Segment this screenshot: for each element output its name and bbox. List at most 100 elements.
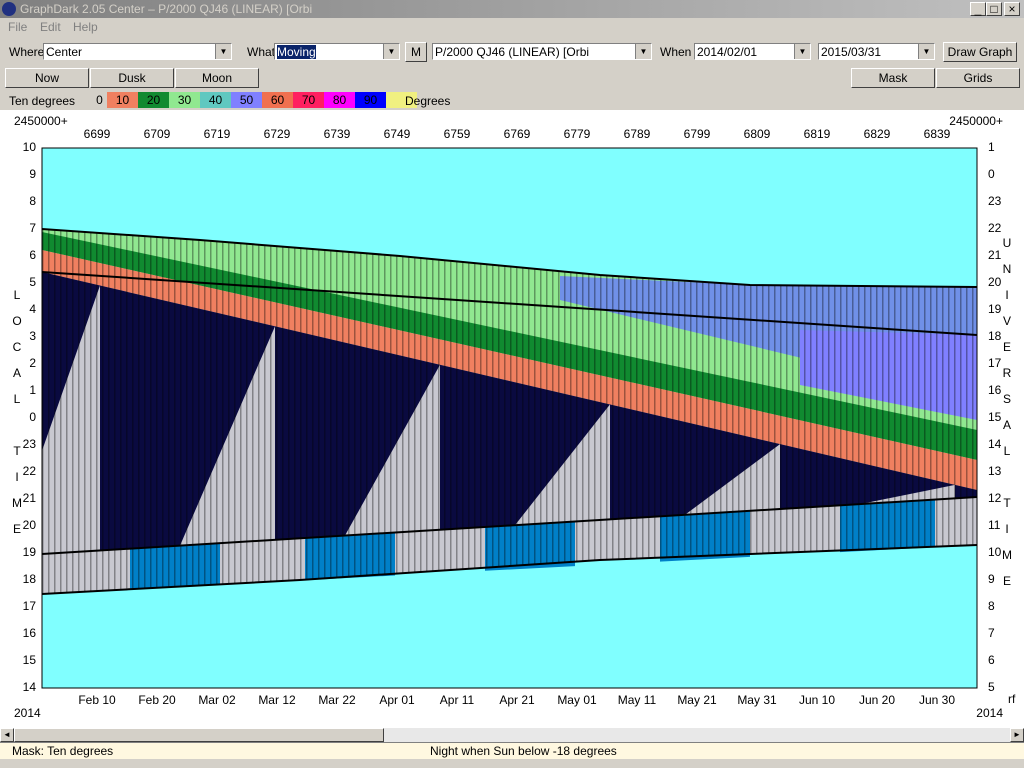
date-tick-label: Feb 20: [138, 693, 176, 707]
grids-button[interactable]: Grids: [936, 68, 1020, 88]
jd-tick-label: 6759: [444, 127, 471, 141]
local-tick-label: 10: [23, 140, 37, 154]
ut-tick-label: 17: [988, 356, 1002, 370]
jd-tick-label: 6829: [864, 127, 891, 141]
local-time-label: LOCAL TIME: [10, 288, 24, 548]
legend-label: 90: [363, 93, 378, 107]
what-value: Moving: [277, 45, 316, 59]
dusk-button[interactable]: Dusk: [90, 68, 174, 88]
local-tick-label: 6: [29, 248, 36, 262]
now-button[interactable]: Now: [5, 68, 89, 88]
local-tick-label: 1: [29, 383, 36, 397]
legend-label: 60: [270, 93, 285, 107]
m-button[interactable]: M: [405, 42, 427, 62]
local-tick-label: 9: [29, 167, 36, 181]
sunset-line: [42, 228, 977, 288]
menu-item[interactable]: File: [8, 20, 28, 34]
legend-label: 70: [301, 93, 316, 107]
where-select[interactable]: Center ▼: [43, 43, 232, 60]
ut-tick-label: 14: [988, 437, 1002, 451]
local-tick-label: 22: [23, 464, 37, 478]
date-tick-label: Mar 12: [258, 693, 296, 707]
scroll-left[interactable]: ◄: [0, 728, 14, 742]
minimize[interactable]: _: [970, 2, 986, 16]
dropdown-arrow: ▼: [918, 44, 934, 59]
local-tick-label: 20: [23, 518, 37, 532]
menu-bar: File Edit Help: [0, 18, 1024, 36]
date-tick-label: Apr 11: [440, 693, 475, 707]
scroll-thumb[interactable]: [14, 728, 384, 742]
jd-tick-label: 6719: [204, 127, 231, 141]
local-tick-label: 15: [23, 653, 37, 667]
year-label: 2014: [976, 706, 1003, 720]
scrollbar[interactable]: ◄ ►: [0, 728, 1024, 742]
start-date[interactable]: 2014/02/01 ▼: [694, 43, 811, 60]
date-tick-label: May 11: [618, 693, 657, 707]
local-tick-label: 21: [23, 491, 37, 505]
date-tick-label: Apr 21: [499, 693, 535, 707]
jd-tick-label: 6839: [924, 127, 951, 141]
ut-tick-label: 0: [988, 167, 995, 181]
object-select[interactable]: P/2000 QJ46 (LINEAR) [Orbi ▼: [432, 43, 652, 60]
mask-button[interactable]: Mask: [851, 68, 935, 88]
date-tick-label: May 01: [557, 693, 597, 707]
moon-button[interactable]: Moon: [175, 68, 259, 88]
status-night: Night when Sun below -18 degrees: [430, 744, 617, 758]
draw-graph-button[interactable]: Draw Graph: [943, 42, 1017, 62]
legend-swatch: 10: [107, 92, 138, 108]
local-tick-label: 3: [29, 329, 36, 343]
ut-tick-label: 20: [988, 275, 1002, 289]
jd-tick-label: 6819: [804, 127, 831, 141]
legend-label: 10: [115, 93, 130, 107]
object-value: P/2000 QJ46 (LINEAR) [Orbi: [435, 45, 590, 59]
date-tick-label: Apr 01: [379, 693, 415, 707]
status-mask: Mask: Ten degrees: [12, 744, 114, 758]
ut-tick-label: 11: [988, 518, 1001, 532]
ut-tick-label: 19: [988, 302, 1002, 316]
ut-tick-label: 22: [988, 221, 1002, 235]
legend-label: 30: [177, 93, 192, 107]
legend-swatch: 70: [293, 92, 324, 108]
legend-swatch: [386, 92, 417, 108]
jd-tick-label: 6769: [504, 127, 531, 141]
local-tick-label: 2: [29, 356, 36, 370]
date-tick-label: Jun 30: [919, 693, 955, 707]
ut-tick-label: 10: [988, 545, 1002, 559]
what-select[interactable]: Moving ▼: [274, 43, 400, 60]
jd-tick-label: 6729: [264, 127, 291, 141]
close[interactable]: ×: [1004, 2, 1020, 16]
graph: 2450000+ 2450000+ 2014 2014 rf 6699 6709 6…: [14, 114, 1016, 720]
dusk-line: [42, 271, 977, 336]
legend-unit: Degrees: [405, 94, 451, 108]
legend-label: 80: [332, 93, 347, 107]
where-label: Where: [9, 45, 45, 59]
status-bar: Mask: Ten degrees Night when Sun below -…: [0, 742, 1024, 759]
jd-prefix: 2450000+: [949, 114, 1003, 128]
legend-label: 0: [96, 93, 103, 107]
dawn-line: [42, 496, 977, 555]
local-tick-label: 0: [29, 410, 36, 424]
local-tick-label: 18: [23, 572, 37, 586]
dropdown-arrow: ▼: [635, 44, 651, 59]
ut-tick-label: 15: [988, 410, 1002, 424]
plot: [42, 148, 977, 688]
legend-swatch: 90: [355, 92, 386, 108]
menu-item[interactable]: Help: [73, 20, 98, 34]
menu-item[interactable]: Edit: [40, 20, 61, 34]
jd-tick-label: 6779: [564, 127, 591, 141]
local-tick-label: 4: [29, 302, 36, 316]
jd-prefix: 2450000+: [14, 114, 68, 128]
legend-swatch: 60: [262, 92, 293, 108]
when-label: When: [660, 45, 692, 59]
scroll-right[interactable]: ►: [1010, 728, 1024, 742]
legend-label: 50: [239, 93, 254, 107]
date-tick-label: Jun 10: [799, 693, 835, 707]
maximize[interactable]: □: [986, 2, 1002, 16]
end-date[interactable]: 2015/03/31 ▼: [818, 43, 935, 60]
ut-tick-label: 6: [988, 653, 995, 667]
local-tick-label: 23: [23, 437, 37, 451]
ut-tick-label: 18: [988, 329, 1002, 343]
date-tick-label: Mar 22: [318, 693, 356, 707]
legend-swatch: 30: [169, 92, 200, 108]
